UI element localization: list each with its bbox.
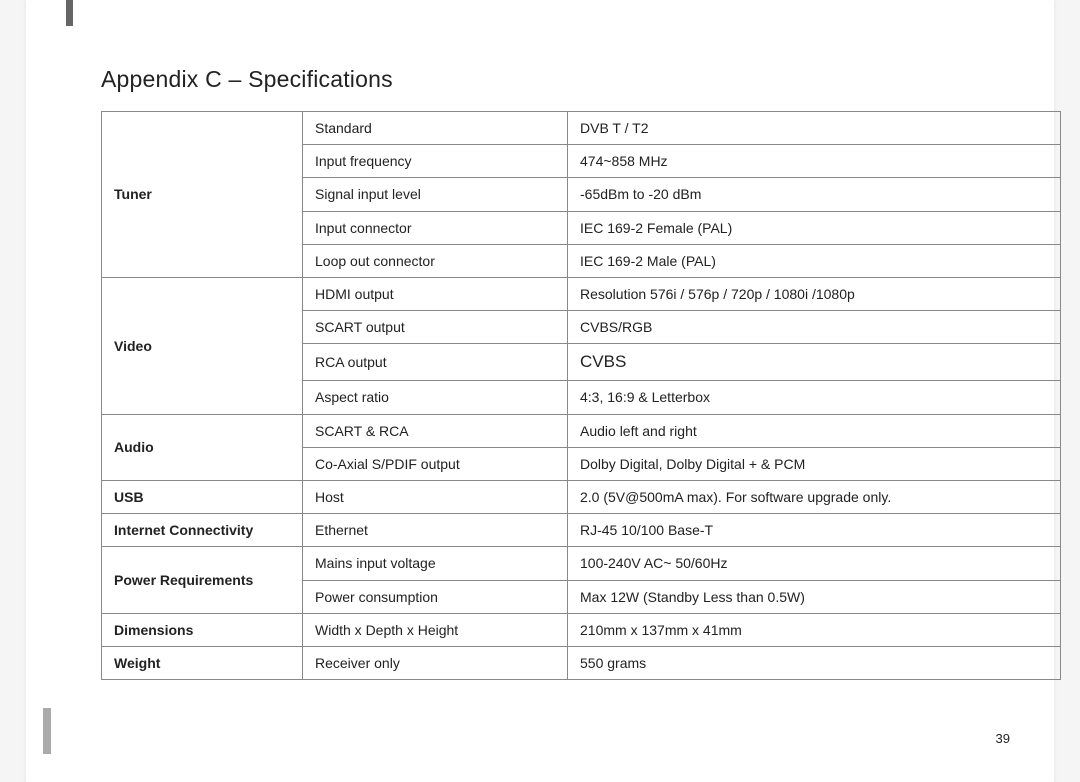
- spec-cell: SCART output: [303, 311, 568, 344]
- value-cell: DVB T / T2: [568, 112, 1061, 145]
- spec-cell: HDMI output: [303, 277, 568, 310]
- value-cell: IEC 169-2 Male (PAL): [568, 244, 1061, 277]
- value-cell: 210mm x 137mm x 41mm: [568, 613, 1061, 646]
- table-row: WeightReceiver only550 grams: [102, 646, 1061, 679]
- value-cell: 550 grams: [568, 646, 1061, 679]
- spec-cell: Host: [303, 480, 568, 513]
- spec-cell: RCA output: [303, 344, 568, 381]
- spec-cell: Receiver only: [303, 646, 568, 679]
- spec-cell: Width x Depth x Height: [303, 613, 568, 646]
- category-cell: Audio: [102, 414, 303, 480]
- category-cell: Dimensions: [102, 613, 303, 646]
- page-number: 39: [996, 731, 1010, 746]
- table-row: Internet ConnectivityEthernetRJ-45 10/10…: [102, 514, 1061, 547]
- spec-cell: Co-Axial S/PDIF output: [303, 447, 568, 480]
- category-cell: Power Requirements: [102, 547, 303, 613]
- spec-cell: Aspect ratio: [303, 381, 568, 414]
- table-row: AudioSCART & RCAAudio left and right: [102, 414, 1061, 447]
- binder-tab-top: [66, 0, 73, 26]
- value-cell: IEC 169-2 Female (PAL): [568, 211, 1061, 244]
- table-row: VideoHDMI outputResolution 576i / 576p /…: [102, 277, 1061, 310]
- value-cell: 474~858 MHz: [568, 145, 1061, 178]
- category-cell: Tuner: [102, 112, 303, 278]
- page-sheet: Appendix C – Specifications TunerStandar…: [26, 0, 1054, 782]
- spec-cell: Input connector: [303, 211, 568, 244]
- value-cell: Audio left and right: [568, 414, 1061, 447]
- category-cell: Internet Connectivity: [102, 514, 303, 547]
- table-row: Power RequirementsMains input voltage100…: [102, 547, 1061, 580]
- value-cell: CVBS: [568, 344, 1061, 381]
- value-cell: Max 12W (Standby Less than 0.5W): [568, 580, 1061, 613]
- content-area: Appendix C – Specifications TunerStandar…: [101, 66, 1014, 680]
- spec-cell: Input frequency: [303, 145, 568, 178]
- category-cell: Weight: [102, 646, 303, 679]
- value-cell: 100-240V AC~ 50/60Hz: [568, 547, 1061, 580]
- page-title: Appendix C – Specifications: [101, 66, 1014, 93]
- specifications-tbody: TunerStandardDVB T / T2Input frequency47…: [102, 112, 1061, 680]
- value-cell: Resolution 576i / 576p / 720p / 1080i /1…: [568, 277, 1061, 310]
- value-cell: RJ-45 10/100 Base-T: [568, 514, 1061, 547]
- value-cell: CVBS/RGB: [568, 311, 1061, 344]
- spec-cell: Mains input voltage: [303, 547, 568, 580]
- value-cell: 4:3, 16:9 & Letterbox: [568, 381, 1061, 414]
- spec-cell: Signal input level: [303, 178, 568, 211]
- table-row: DimensionsWidth x Depth x Height210mm x …: [102, 613, 1061, 646]
- spec-cell: Standard: [303, 112, 568, 145]
- specifications-table: TunerStandardDVB T / T2Input frequency47…: [101, 111, 1061, 680]
- spec-cell: SCART & RCA: [303, 414, 568, 447]
- spec-cell: Ethernet: [303, 514, 568, 547]
- value-cell: -65dBm to -20 dBm: [568, 178, 1061, 211]
- binder-tab-side: [43, 708, 51, 754]
- table-row: TunerStandardDVB T / T2: [102, 112, 1061, 145]
- category-cell: USB: [102, 480, 303, 513]
- category-cell: Video: [102, 277, 303, 414]
- spec-cell: Power consumption: [303, 580, 568, 613]
- value-cell: 2.0 (5V@500mA max). For software upgrade…: [568, 480, 1061, 513]
- spec-cell: Loop out connector: [303, 244, 568, 277]
- table-row: USBHost2.0 (5V@500mA max). For software …: [102, 480, 1061, 513]
- value-cell: Dolby Digital, Dolby Digital + & PCM: [568, 447, 1061, 480]
